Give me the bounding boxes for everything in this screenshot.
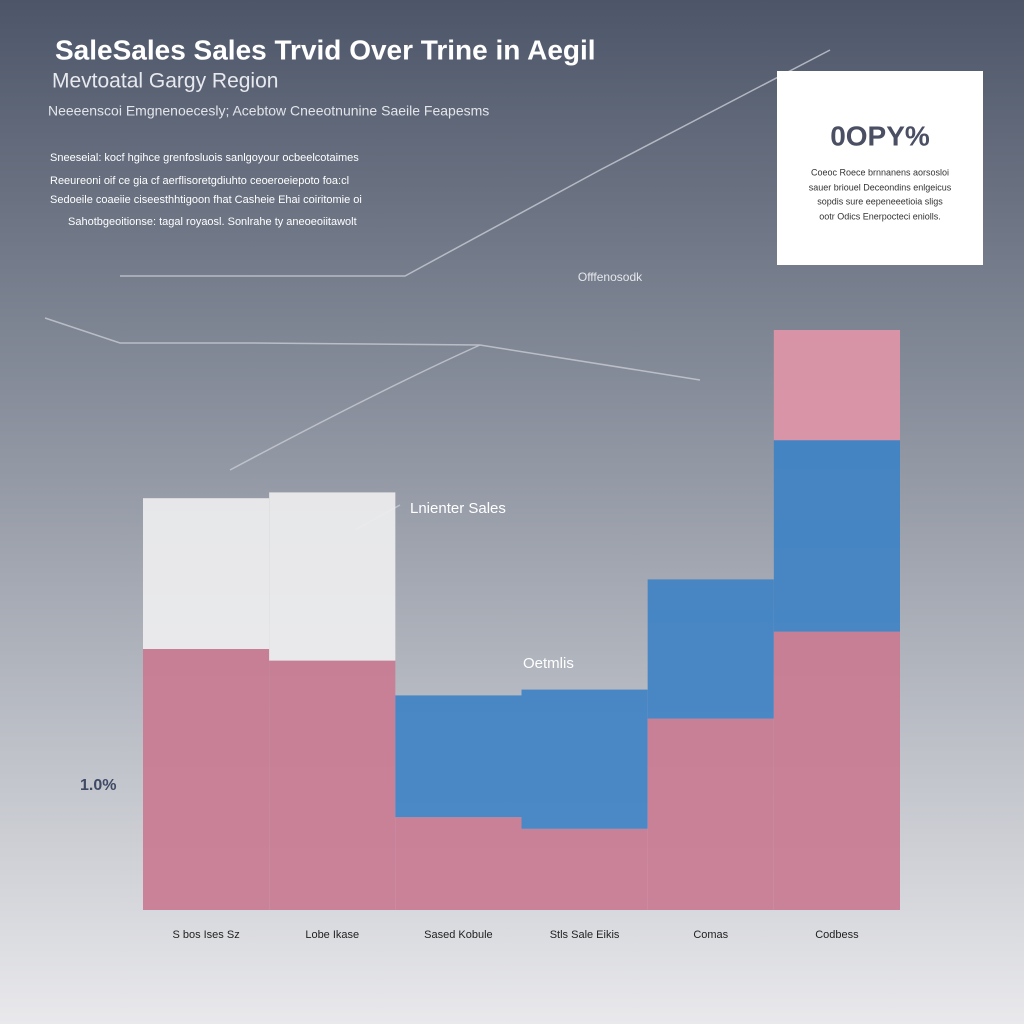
callout-line: ootr Odics Enerpocteci eniolls.	[819, 211, 941, 221]
description-line: Sedoeile coaeiie ciseesthhtigoon fhat Ca…	[50, 194, 362, 206]
bar-segment	[773, 440, 900, 632]
bar-segment	[773, 631, 900, 910]
annotation: Oetmlis	[523, 655, 574, 672]
x-tick-label: Comas	[693, 929, 728, 941]
x-tick-label: Stls Sale Eikis	[550, 929, 620, 941]
bar-segment	[269, 492, 396, 661]
annotation: 1.0%	[80, 777, 116, 794]
annotation: Offfenosodk	[578, 270, 643, 284]
bar-segment	[143, 649, 270, 910]
bar-segment	[647, 579, 774, 719]
chart-subtitle: Mevtoatal Gargy Region	[52, 70, 278, 93]
x-tick-label: Sased Kobule	[424, 929, 493, 941]
description-line: Reeureoni oif ce gia cf aerflisoretgdiuh…	[50, 175, 349, 187]
x-tick-label: Codbess	[815, 929, 859, 941]
bar-segment	[269, 660, 396, 910]
callout-line: sauer briouel Deceondins enlgeicus	[809, 182, 952, 192]
plot-area	[143, 330, 900, 910]
decoration	[44, 49, 831, 531]
callout-box	[777, 71, 983, 265]
callout-headline: 0OPY%	[830, 120, 930, 151]
description-line: Sneeseial: kocf hgihce grenfosluois sanl…	[50, 152, 359, 164]
bar-segment	[143, 498, 270, 649]
bar-segment	[395, 695, 522, 818]
bar-segment	[647, 718, 774, 910]
callout-line: sopdis sure eepeneeetioia sligs	[817, 196, 943, 206]
chart-title: SaleSales Sales Trvid Over Trine in Aegi…	[55, 34, 596, 65]
annotation: Lnienter Sales	[410, 500, 506, 517]
x-tick-label: S bos Ises Sz	[172, 929, 239, 941]
bar-segment	[773, 330, 900, 441]
description-line: Sahotbgeoitionse: tagal royaosl. Sonlrah…	[68, 216, 357, 228]
caption: Neeeenscoi Emgnenoecesly; Acebtow Cneeot…	[48, 103, 489, 119]
callout-line: Coeoc Roece brnnanens aorsosloi	[811, 167, 949, 177]
bar-segment	[521, 689, 648, 829]
bar-segment	[521, 828, 648, 910]
x-tick-label: Lobe Ikase	[305, 929, 359, 941]
bar-segment	[395, 817, 522, 910]
